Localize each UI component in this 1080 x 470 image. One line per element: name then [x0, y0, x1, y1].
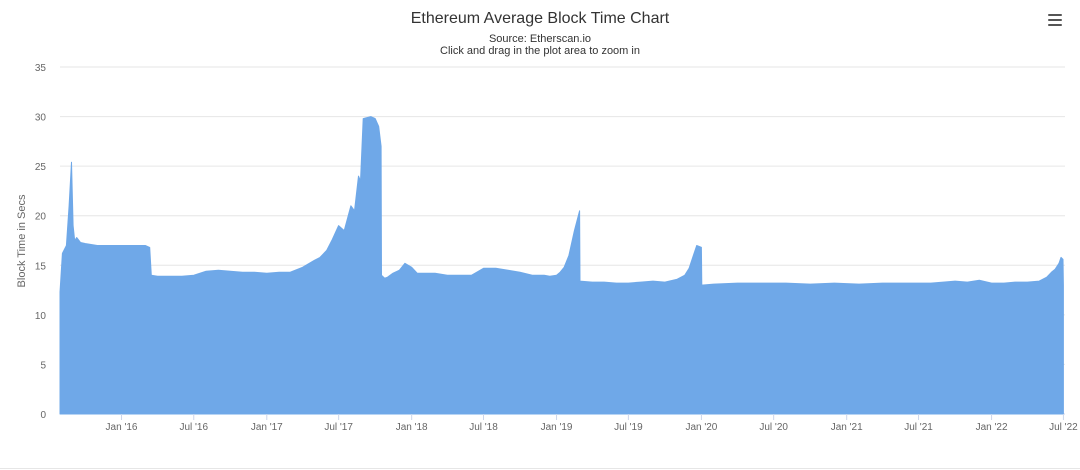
x-tick-label: Jan '20 — [685, 422, 717, 433]
y-tick-label: 10 — [35, 311, 47, 322]
y-tick-label: 35 — [35, 63, 47, 74]
y-tick-label: 25 — [35, 162, 47, 173]
hamburger-menu-icon[interactable] — [1048, 14, 1062, 28]
y-tick-label: 5 — [40, 360, 46, 371]
y-tick-label: 20 — [35, 212, 47, 223]
x-tick-label: Jan '21 — [831, 422, 863, 433]
x-tick-label: Jul '19 — [614, 422, 643, 433]
x-tick-label: Jul '17 — [324, 422, 353, 433]
y-tick-label: 15 — [35, 261, 47, 272]
chart-title: Ethereum Average Block Time Chart — [410, 10, 670, 27]
x-tick-label: Jul '20 — [759, 422, 788, 433]
x-tick-label: Jan '22 — [976, 422, 1008, 433]
x-tick-label: Jan '18 — [396, 422, 428, 433]
x-tick-label: Jul '18 — [469, 422, 498, 433]
x-axis: Jan '16 Jul '16 Jan '17 Jul '17 Jan '18 Jul '… — [106, 414, 1078, 433]
x-tick-label: Jul '21 — [904, 422, 933, 433]
x-tick-label: Jul '22 — [1049, 422, 1078, 433]
y-axis: 0 5 10 15 20 25 30 35 — [35, 63, 47, 421]
y-tick-label: 30 — [35, 113, 47, 124]
y-tick-label: 0 — [40, 410, 46, 421]
chart-subtitle-zoom-hint: Click and drag in the plot area to zoom … — [440, 45, 640, 57]
x-tick-label: Jul '16 — [179, 422, 208, 433]
x-tick-label: Jan '16 — [106, 422, 138, 433]
y-axis-label: Block Time in Secs — [16, 194, 28, 287]
chart-subtitle-source: Source: Etherscan.io — [488, 33, 592, 45]
series-area — [59, 116, 1064, 415]
bottom-divider — [0, 468, 1080, 469]
x-tick-label: Jan '19 — [541, 422, 573, 433]
series-area-0 — [59, 116, 1064, 415]
x-tick-label: Jan '17 — [251, 422, 283, 433]
